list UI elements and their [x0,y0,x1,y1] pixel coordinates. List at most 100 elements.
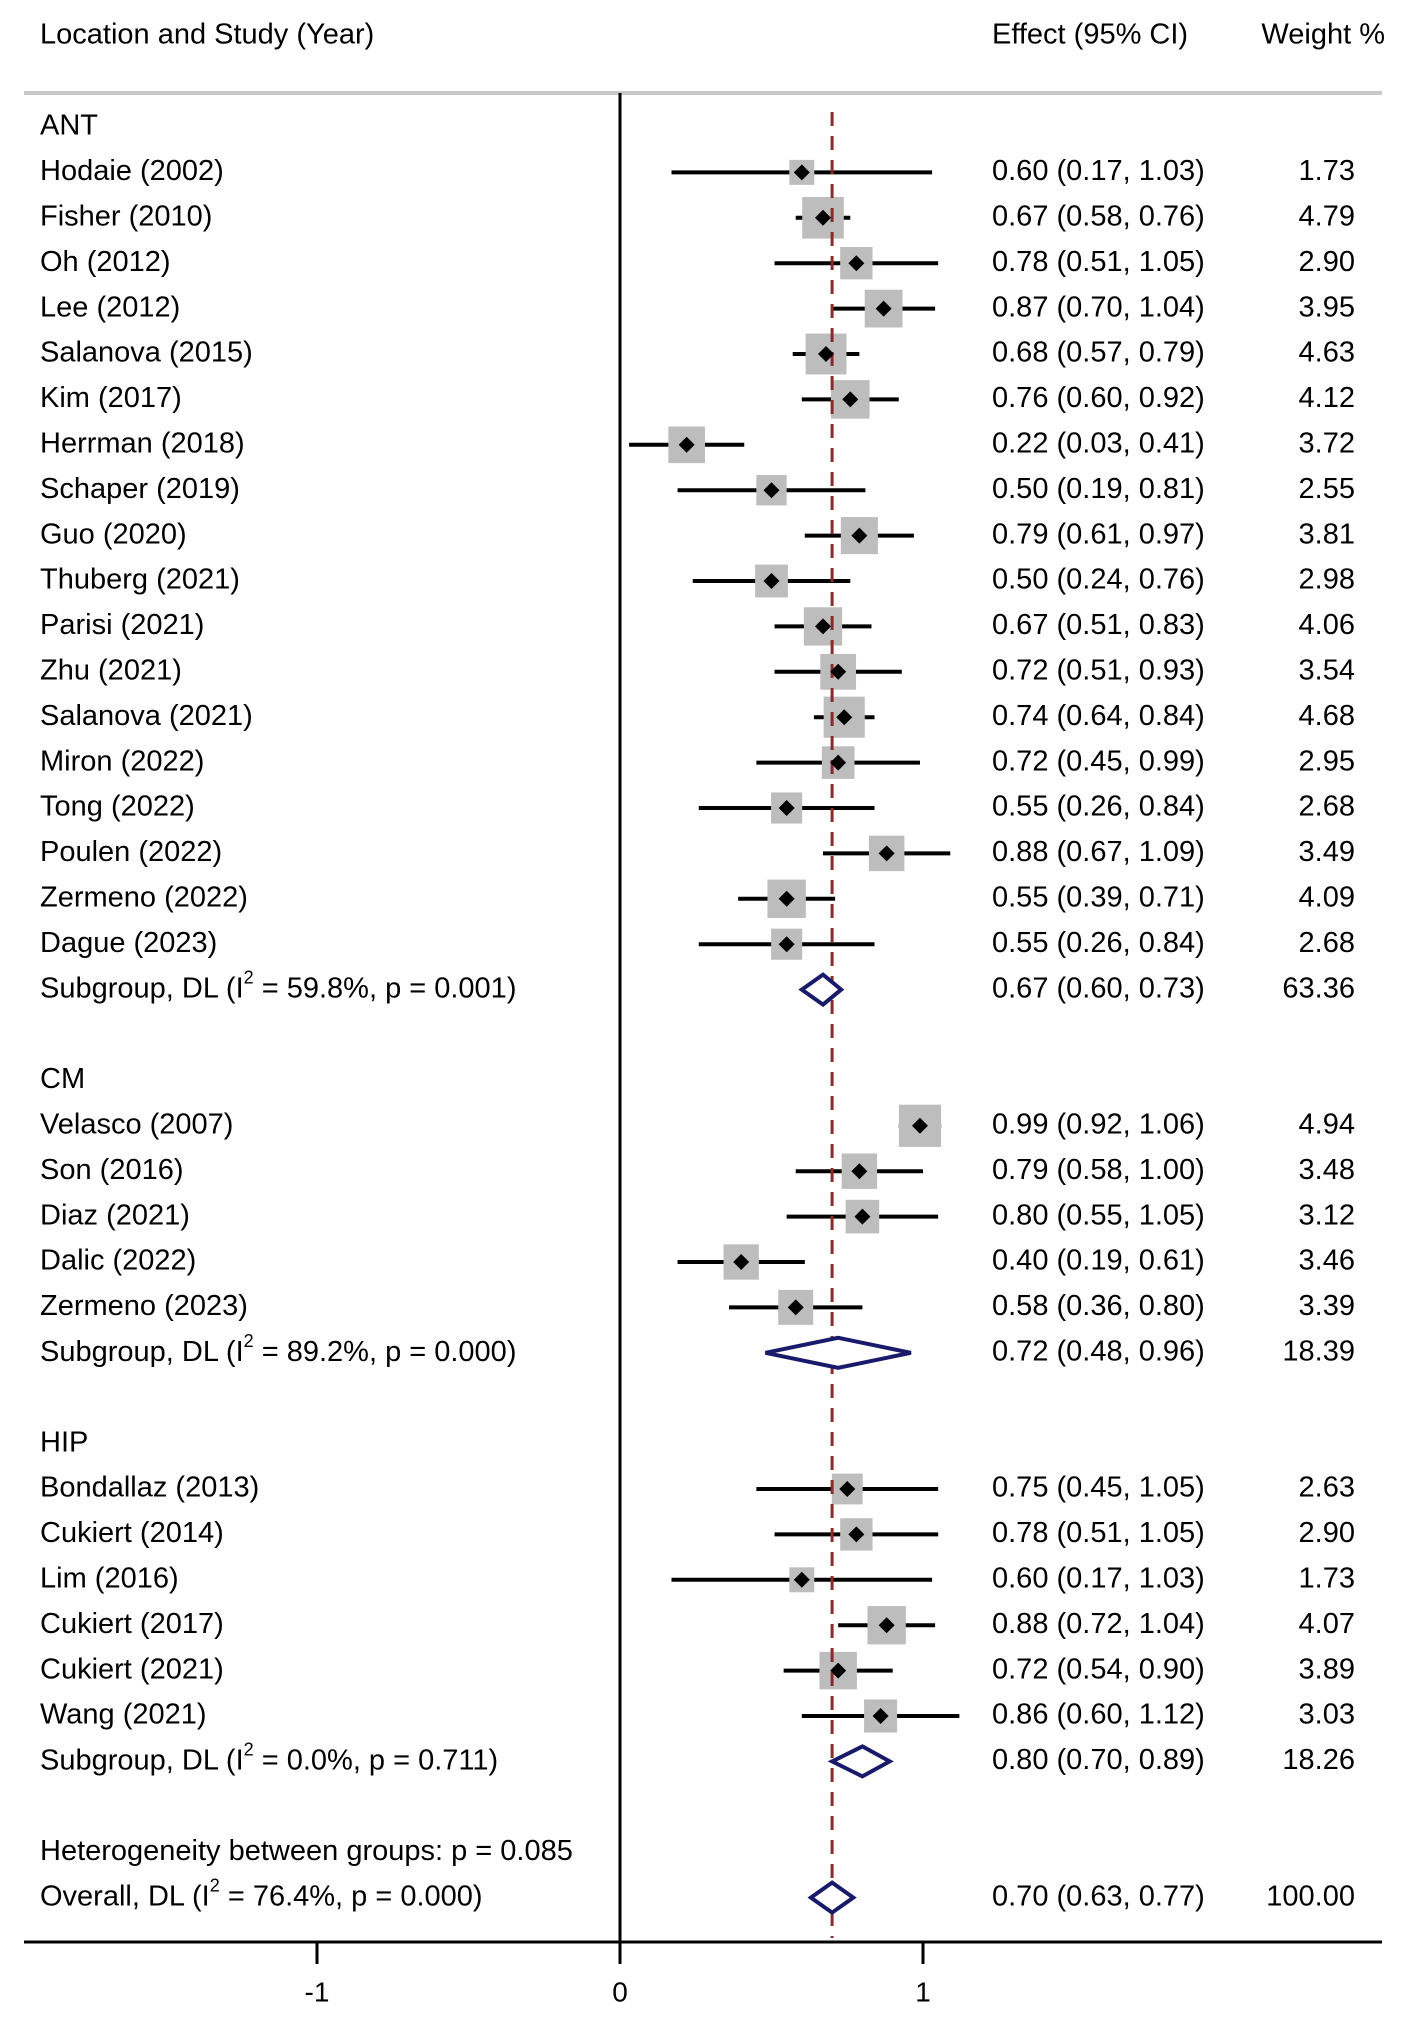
study-weight: 4.79 [1299,200,1355,232]
study-label: Zermeno (2023) [40,1290,248,1322]
study-weight: 4.09 [1299,881,1355,913]
study-ci: 0.76 (0.60, 0.92) [992,382,1205,414]
study-weight: 3.89 [1299,1653,1355,1685]
study-weight: 2.55 [1299,473,1355,505]
study-label: Son (2016) [40,1154,184,1186]
study-ci: 0.78 (0.51, 1.05) [992,246,1205,278]
study-ci: 0.68 (0.57, 0.79) [992,337,1205,369]
point-estimate [763,573,780,589]
point-estimate [872,1708,889,1724]
study-label: Miron (2022) [40,745,204,777]
study-label: Kim (2017) [40,382,182,414]
subgroup-weight: 63.36 [1282,972,1355,1004]
study-ci: 0.50 (0.24, 0.76) [992,564,1205,596]
study-weight: 3.49 [1299,836,1355,868]
study-ci: 0.75 (0.45, 1.05) [992,1472,1205,1504]
point-estimate [763,482,780,499]
study-ci: 0.87 (0.70, 1.04) [992,291,1205,323]
study-ci: 0.88 (0.67, 1.09) [992,836,1205,868]
study-ci: 0.72 (0.45, 0.99) [992,745,1205,777]
subgroup-weight: 18.26 [1282,1744,1355,1776]
study-label: Salanova (2015) [40,337,253,369]
layer-boxes [668,159,942,1733]
study-label: Diaz (2021) [40,1199,190,1231]
study-ci: 0.72 (0.54, 0.90) [992,1653,1205,1685]
study-weight: 4.94 [1299,1108,1355,1140]
study-label: Lee (2012) [40,291,180,323]
subgroup-label: Subgroup, DL (I2 = 0.0%, p = 0.711) [40,1739,498,1776]
point-estimate [793,1571,810,1588]
point-estimate [839,1481,856,1497]
study-label: Guo (2020) [40,518,187,550]
study-weight: 2.90 [1299,246,1355,278]
study-weight: 3.95 [1299,291,1355,323]
study-label: Hodaie (2002) [40,155,224,187]
study-weight: 3.48 [1299,1154,1355,1186]
study-weight: 2.98 [1299,564,1355,596]
point-estimate [911,1117,928,1134]
study-ci: 0.80 (0.55, 1.05) [992,1199,1205,1231]
study-weight: 1.73 [1299,1562,1355,1594]
group-title-hip: HIP [40,1426,88,1458]
point-estimate [778,890,795,907]
point-estimate [815,209,832,226]
study-weight: 2.95 [1299,745,1355,777]
study-label: Poulen (2022) [40,836,222,868]
study-label: Wang (2021) [40,1699,207,1731]
point-estimate [778,936,795,953]
subgroup-diamond [765,1335,912,1370]
study-weight: 3.12 [1299,1199,1355,1231]
study-weight: 2.68 [1299,927,1355,959]
heterogeneity-text: Heterogeneity between groups: p = 0.085 [40,1835,573,1867]
point-estimate [836,709,853,726]
study-weight: 1.73 [1299,155,1355,187]
study-weight: 4.68 [1299,700,1355,732]
study-weight: 4.07 [1299,1608,1355,1640]
study-label: Parisi (2021) [40,609,204,641]
subgroup-diamond [827,1744,894,1779]
header-effect: Effect (95% CI) [992,19,1188,51]
study-ci: 0.67 (0.51, 0.83) [992,609,1205,641]
study-ci: 0.22 (0.03, 0.41) [992,427,1205,459]
study-weight: 4.12 [1299,382,1355,414]
study-label: Bondallaz (2013) [40,1472,259,1504]
study-weight: 4.63 [1299,337,1355,369]
point-estimate [875,300,892,317]
study-weight: 3.39 [1299,1290,1355,1322]
study-ci: 0.58 (0.36, 0.80) [992,1290,1205,1322]
group-title-ant: ANT [40,110,98,142]
point-estimate [848,255,865,272]
study-label: Cukiert (2017) [40,1608,224,1640]
subgroup-ci: 0.80 (0.70, 0.89) [992,1744,1205,1776]
overall-label: Overall, DL (I2 = 76.4%, p = 0.000) [40,1875,483,1912]
subgroup-ci: 0.67 (0.60, 0.73) [992,972,1205,1004]
point-estimate [830,1662,847,1679]
x-tick-label: 0 [612,1976,628,2007]
study-weight: 3.72 [1299,427,1355,459]
point-estimate [878,1617,895,1634]
x-tick-label: 1 [915,1976,931,2007]
study-label: Dalic (2022) [40,1245,196,1277]
header-weight: Weight % [1261,19,1385,51]
study-weight: 2.90 [1299,1517,1355,1549]
point-estimate [830,663,847,680]
study-label: Cukiert (2014) [40,1517,224,1549]
study-label: Zermeno (2022) [40,881,248,913]
overall-diamond [807,1880,857,1916]
subgroup-diamond [798,972,845,1008]
study-weight: 4.06 [1299,609,1355,641]
point-estimate [842,391,859,408]
point-estimate [851,527,868,544]
study-ci: 0.55 (0.26, 0.84) [992,927,1205,959]
study-label: Fisher (2010) [40,200,212,232]
study-ci: 0.55 (0.39, 0.71) [992,881,1205,913]
study-label: Thuberg (2021) [40,564,240,596]
point-estimate [854,1208,871,1225]
point-estimate [787,1299,804,1316]
layer-marks [678,164,928,1916]
study-label: Lim (2016) [40,1562,179,1594]
subgroup-label: Subgroup, DL (I2 = 89.2%, p = 0.000) [40,1331,516,1368]
study-ci: 0.60 (0.17, 1.03) [992,1562,1205,1594]
